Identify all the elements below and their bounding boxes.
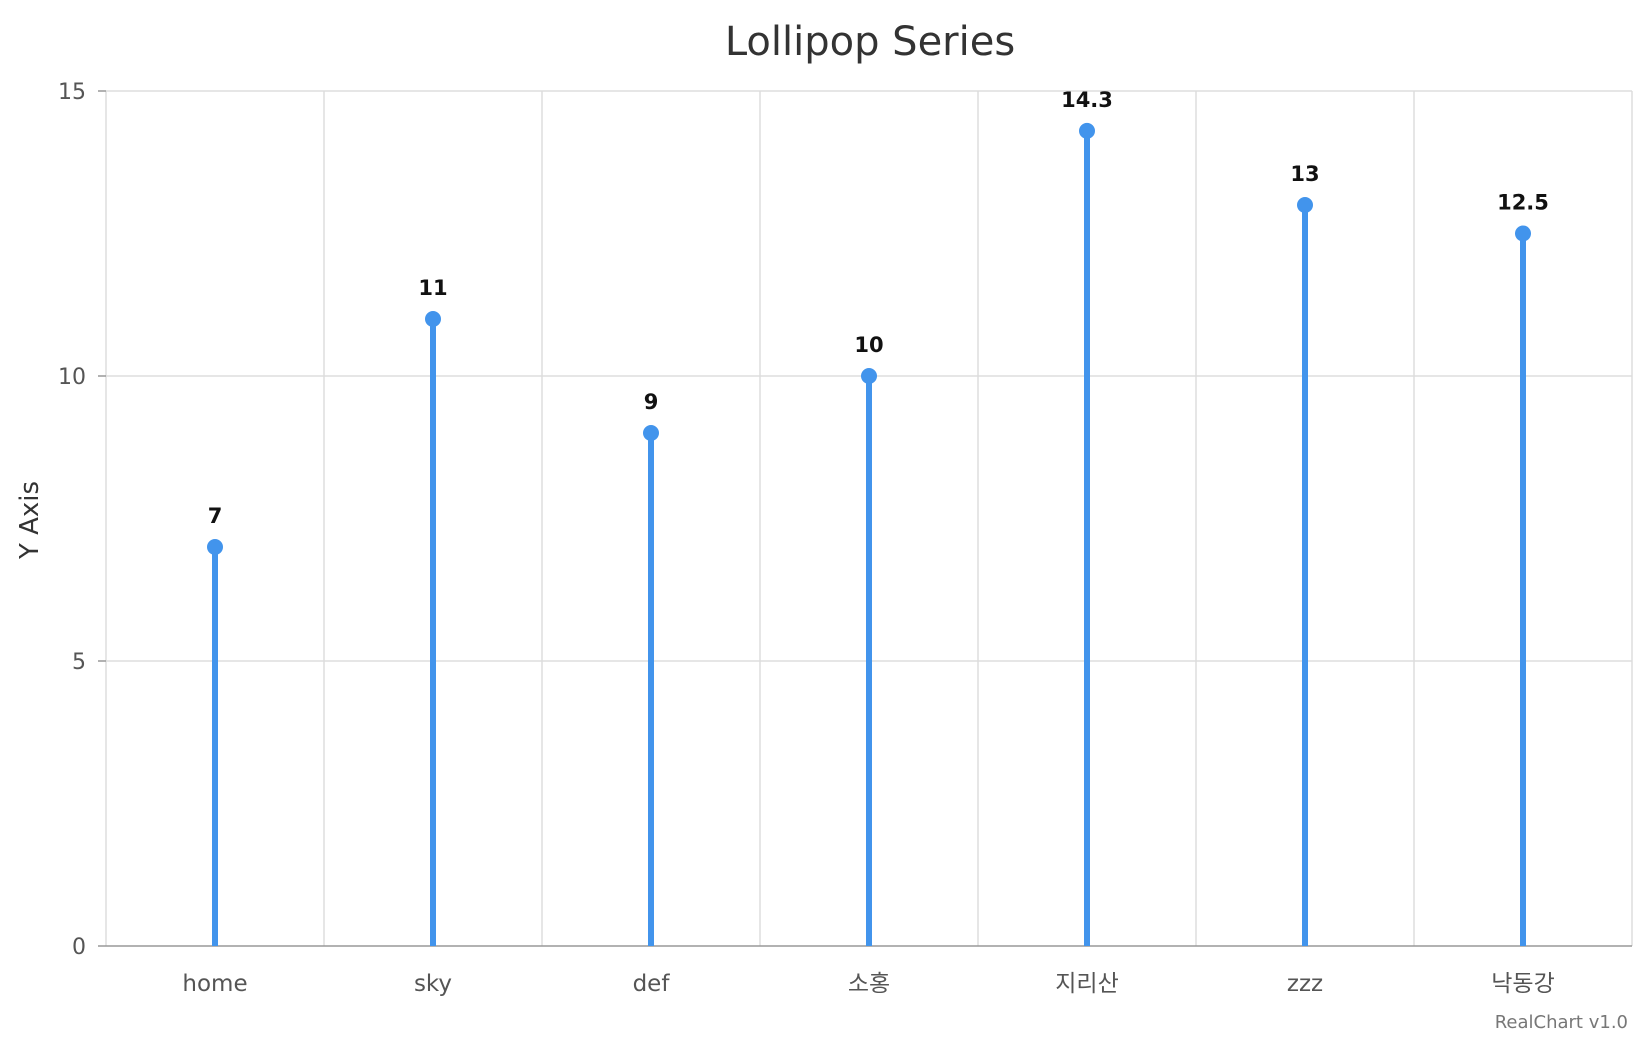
lollipop-head[interactable] [1079, 122, 1095, 139]
x-tick-label: home [182, 971, 247, 997]
y-axis-title: Y Axis [15, 481, 45, 560]
y-tick-label: 5 [72, 650, 86, 675]
y-tick-label: 15 [58, 80, 86, 105]
y-tick-label: 10 [58, 365, 86, 390]
x-tick-label: 소홍 [848, 971, 890, 997]
lollipop-head[interactable] [1297, 197, 1313, 213]
data-label: 13 [1290, 162, 1319, 186]
lollipop-head[interactable] [1515, 225, 1531, 242]
lollipop-series [207, 122, 1531, 946]
chart-title: Lollipop Series [725, 19, 1015, 65]
data-label: 14.3 [1061, 88, 1113, 112]
x-tick-label: 낙동강 [1491, 971, 1554, 997]
lollipop-head[interactable] [643, 425, 659, 441]
credit-text: RealChart v1.0 [1495, 1012, 1628, 1033]
data-label: 11 [418, 276, 447, 300]
data-labels: 7 11 9 10 14.3 13 12.5 [208, 88, 1549, 528]
lollipop-head[interactable] [425, 311, 441, 327]
x-tick-label: 지리산 [1055, 971, 1118, 997]
data-label: 9 [644, 390, 659, 414]
x-tick-label: sky [414, 971, 452, 997]
grid-lines [105, 90, 1633, 947]
y-axis-ticks: 0 5 10 15 [58, 80, 106, 960]
x-tick-label: zzz [1287, 971, 1323, 997]
data-label: 12.5 [1497, 191, 1549, 215]
lollipop-head[interactable] [861, 368, 877, 384]
lollipop-head[interactable] [207, 539, 223, 555]
y-tick-label: 0 [72, 935, 86, 960]
data-label: 10 [854, 333, 883, 357]
x-tick-label: def [633, 971, 671, 997]
data-label: 7 [208, 504, 223, 528]
x-axis-ticks: home sky def 소홍 지리산 zzz 낙동강 [182, 971, 1554, 997]
